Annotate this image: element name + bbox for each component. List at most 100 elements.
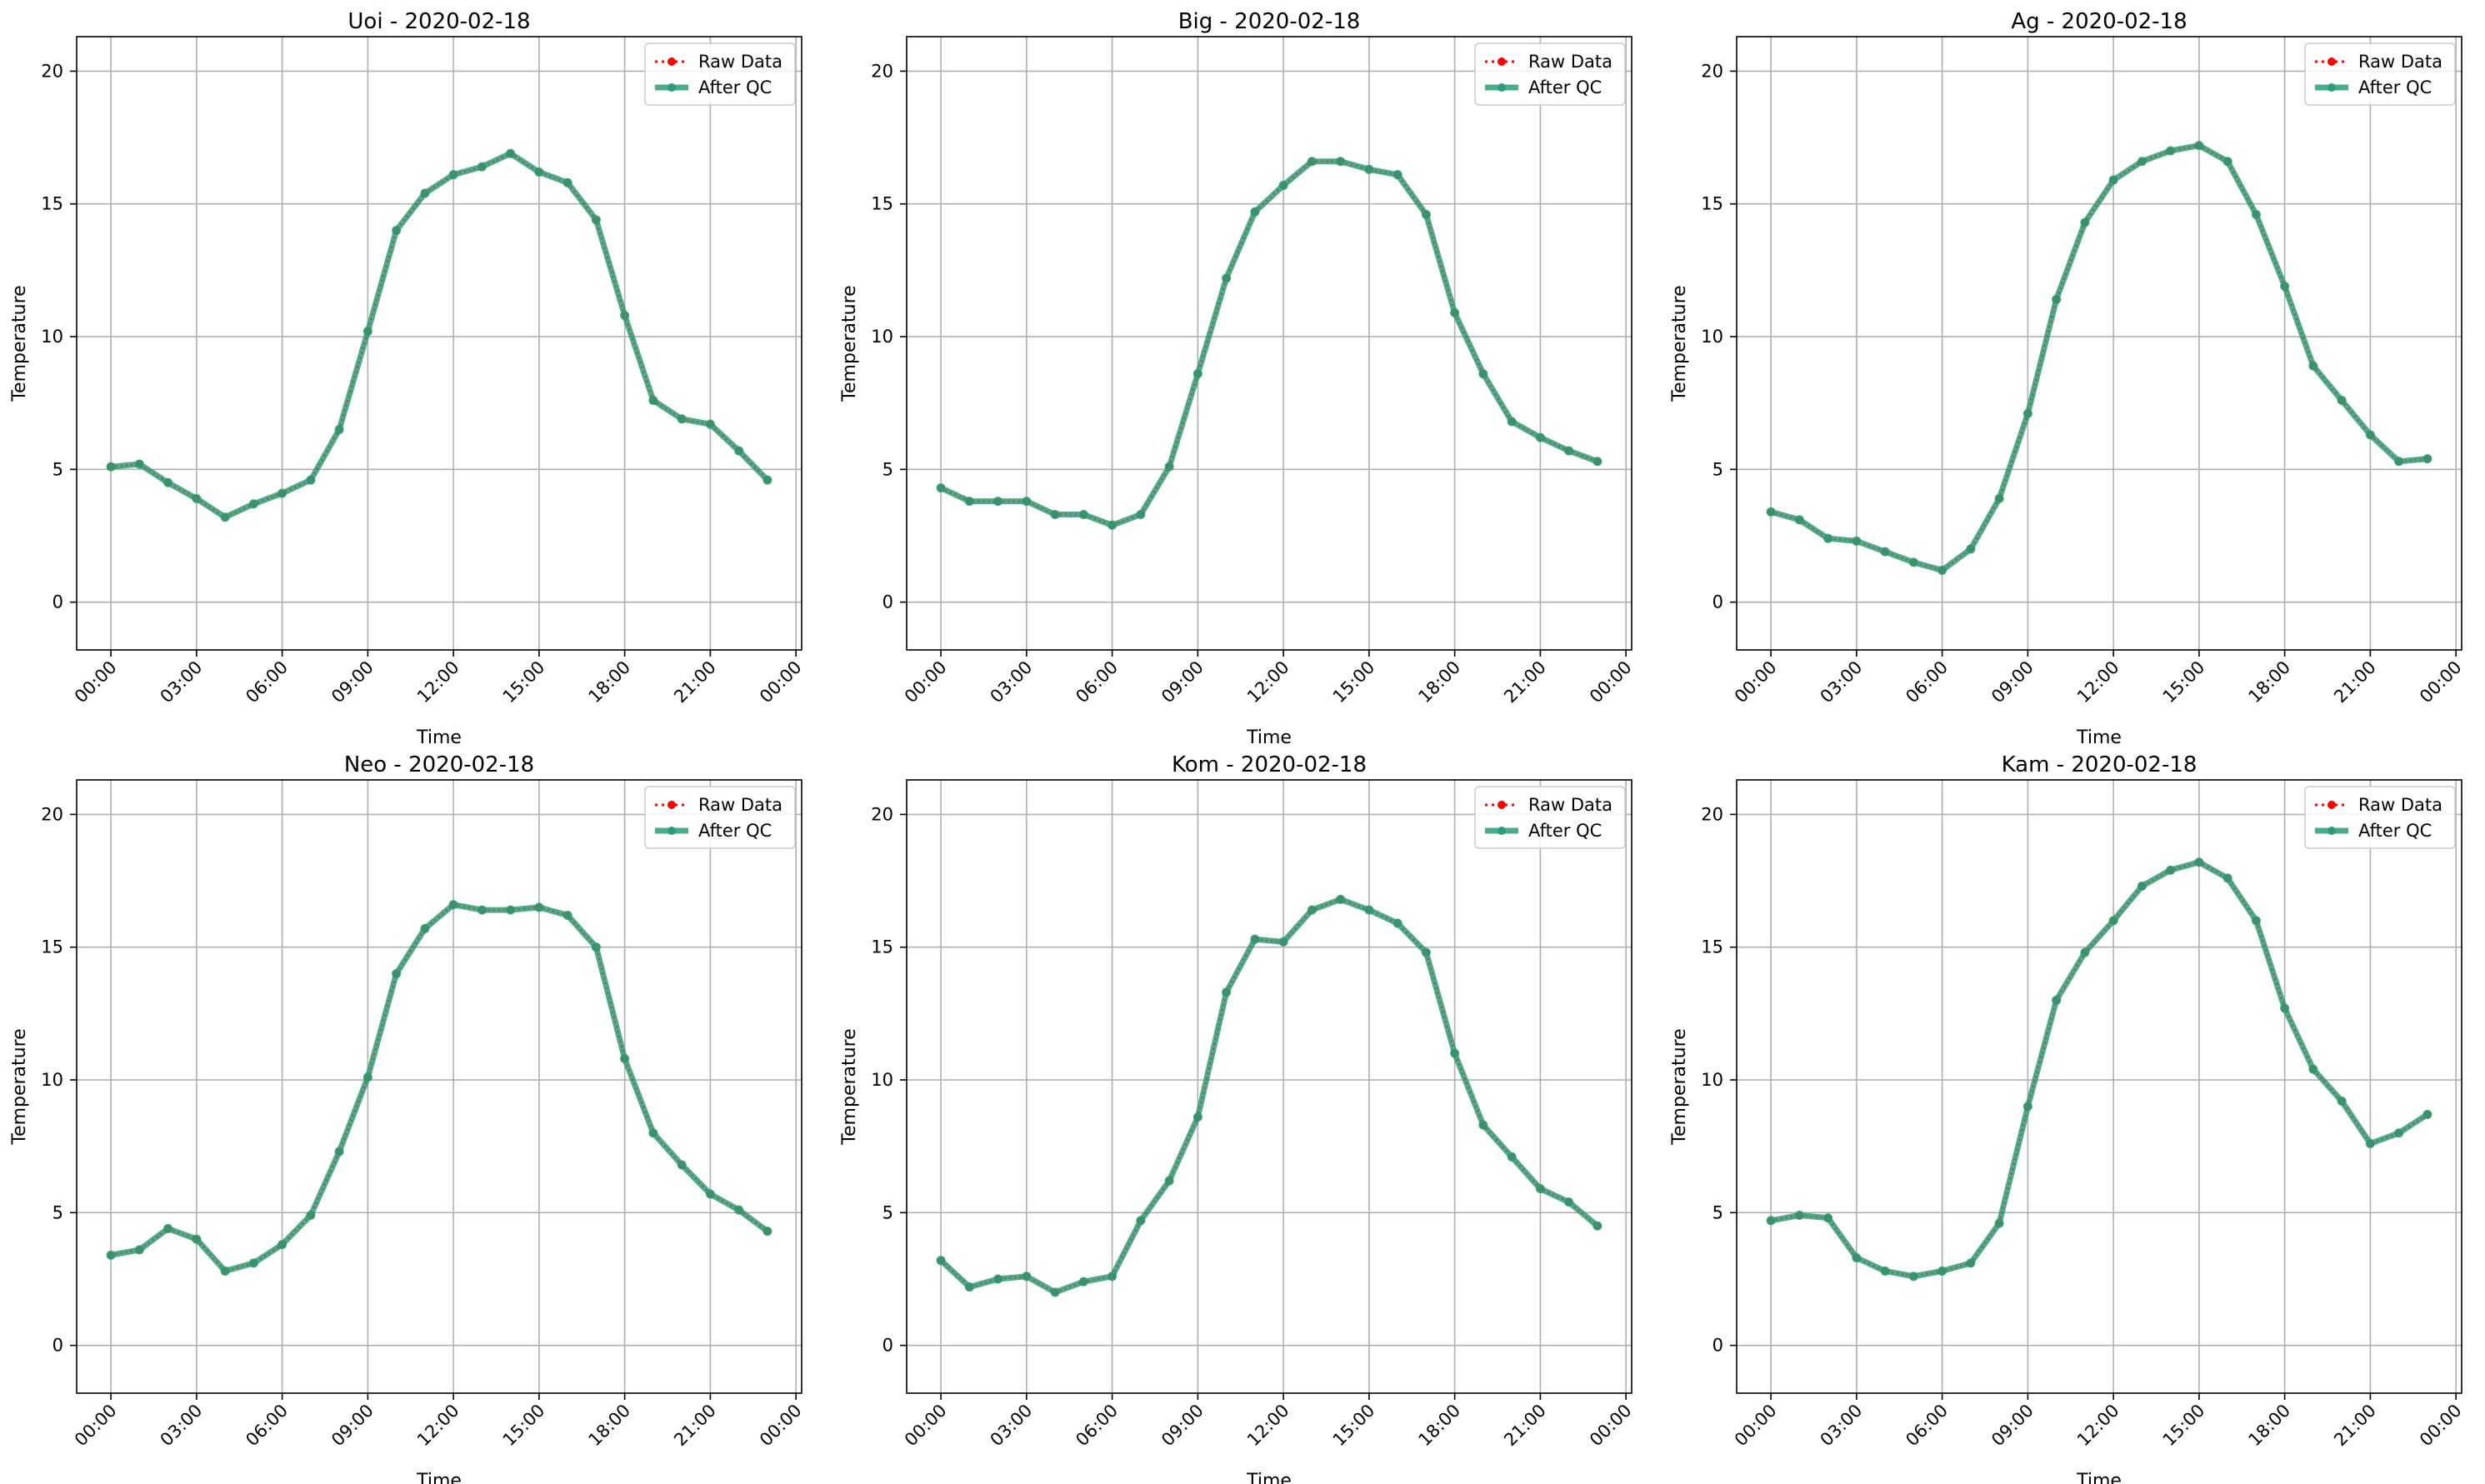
data-point-after-qc bbox=[1592, 457, 1602, 467]
x-tick-label: 00:00 bbox=[2416, 1401, 2466, 1451]
data-point-after-qc bbox=[420, 923, 430, 933]
y-tick-label: 0 bbox=[882, 1336, 893, 1356]
data-point-after-qc bbox=[306, 475, 316, 485]
data-point-after-qc bbox=[1507, 417, 1517, 427]
legend: Raw Data After QC bbox=[2304, 786, 2456, 849]
x-tick-label: 00:00 bbox=[756, 1401, 806, 1451]
data-point-after-qc bbox=[1421, 209, 1431, 219]
y-tick-label: 5 bbox=[1712, 1202, 1723, 1222]
data-point-after-qc bbox=[220, 512, 230, 522]
data-point-after-qc bbox=[1108, 1272, 1118, 1282]
data-point-after-qc bbox=[1278, 937, 1288, 947]
data-point-after-qc bbox=[2108, 916, 2118, 926]
data-point-after-qc bbox=[2080, 947, 2090, 957]
data-point-after-qc bbox=[1192, 1112, 1202, 1122]
x-axis-label: Time bbox=[2076, 727, 2122, 748]
subplot-6: 0 5 10 15 20 00:00 03:00 06:00 09:00 12:00 15:00 18… bbox=[1669, 752, 2466, 1484]
subplot-title: Neo - 2020-02-18 bbox=[344, 752, 534, 777]
data-point-after-qc bbox=[1564, 446, 1574, 456]
data-point-after-qc bbox=[2022, 408, 2032, 418]
y-axis-label: Temperature bbox=[9, 1028, 30, 1145]
legend-marker-raw-data bbox=[668, 57, 676, 66]
subplot-2: 0 5 10 15 20 00:00 03:00 06:00 09:00 12:00 15:00 18… bbox=[839, 9, 1636, 748]
data-point-after-qc bbox=[248, 1258, 258, 1268]
data-point-after-qc bbox=[477, 905, 487, 915]
data-point-after-qc bbox=[2251, 209, 2261, 219]
data-point-after-qc bbox=[1592, 1221, 1602, 1231]
subplot-1: 0 5 10 15 20 00:00 03:00 06:00 09:00 12:00 15:00 18… bbox=[9, 9, 806, 748]
y-tick-label: 5 bbox=[52, 1202, 63, 1222]
data-point-after-qc bbox=[648, 396, 658, 406]
data-point-after-qc bbox=[591, 215, 601, 225]
axes-frame bbox=[906, 36, 1632, 651]
data-point-after-qc bbox=[1421, 947, 1431, 957]
legend-marker-raw-data bbox=[668, 801, 676, 809]
x-tick-label: 09:00 bbox=[1158, 657, 1208, 707]
data-point-after-qc bbox=[2222, 873, 2232, 883]
data-point-after-qc bbox=[705, 1189, 715, 1199]
x-tick-label: 12:00 bbox=[2073, 657, 2123, 707]
data-point-after-qc bbox=[1278, 180, 1288, 190]
x-tick-label: 00:00 bbox=[71, 1401, 121, 1451]
x-tick-label: 06:00 bbox=[1072, 1401, 1122, 1451]
data-point-after-qc bbox=[106, 462, 116, 472]
x-tick-label: 06:00 bbox=[242, 657, 292, 707]
subplot-4: 0 5 10 15 20 00:00 03:00 06:00 09:00 12:00 15:00 18… bbox=[9, 752, 806, 1484]
data-point-after-qc bbox=[220, 1266, 230, 1276]
subplot-5: 0 5 10 15 20 00:00 03:00 06:00 09:00 12:00 15:00 18… bbox=[839, 752, 1636, 1484]
data-point-after-qc bbox=[334, 425, 344, 435]
data-point-after-qc bbox=[2137, 157, 2147, 167]
data-point-after-qc bbox=[534, 167, 544, 177]
legend: Raw Data After QC bbox=[1474, 42, 1626, 106]
x-tick-label: 06:00 bbox=[1902, 1401, 1952, 1451]
data-point-after-qc bbox=[1022, 1272, 1032, 1282]
data-point-after-qc bbox=[134, 459, 144, 469]
x-tick-label: 21:00 bbox=[670, 657, 720, 707]
y-axis-label: Temperature bbox=[839, 1028, 860, 1145]
data-point-after-qc bbox=[1794, 515, 1804, 525]
x-tick-label: 09:00 bbox=[1988, 657, 2038, 707]
data-point-after-qc bbox=[2394, 1128, 2404, 1138]
axes-frame bbox=[1736, 779, 2462, 1394]
data-point-after-qc bbox=[993, 497, 1003, 507]
y-tick-label: 20 bbox=[871, 804, 893, 824]
data-point-after-qc bbox=[1564, 1197, 1574, 1207]
data-point-after-qc bbox=[1192, 369, 1202, 379]
series-line-raw-data bbox=[1770, 861, 2428, 1277]
data-point-after-qc bbox=[1108, 520, 1118, 530]
data-point-after-qc bbox=[562, 910, 572, 920]
data-point-after-qc bbox=[2308, 361, 2318, 371]
data-point-after-qc bbox=[2222, 157, 2232, 167]
data-point-after-qc bbox=[1450, 1048, 1460, 1058]
y-tick-label: 15 bbox=[1701, 194, 1723, 214]
y-tick-label: 5 bbox=[882, 459, 893, 479]
plot-area bbox=[1737, 780, 2462, 1393]
data-point-after-qc bbox=[705, 419, 715, 429]
data-point-after-qc bbox=[1852, 1253, 1862, 1263]
y-tick-label: 0 bbox=[882, 592, 893, 612]
series-line-raw-data bbox=[110, 903, 768, 1272]
x-tick-label: 15:00 bbox=[2159, 1401, 2209, 1451]
data-point-after-qc bbox=[1852, 536, 1862, 546]
data-point-after-qc bbox=[2108, 175, 2118, 185]
y-axis-label: Temperature bbox=[1669, 1028, 1690, 1145]
axes-frame bbox=[76, 36, 802, 651]
data-point-after-qc bbox=[1364, 905, 1374, 915]
data-point-after-qc bbox=[534, 902, 544, 912]
data-point-after-qc bbox=[620, 311, 630, 321]
x-tick-label: 00:00 bbox=[1586, 1401, 1636, 1451]
data-point-after-qc bbox=[1078, 1277, 1088, 1287]
data-point-after-qc bbox=[1050, 510, 1060, 520]
data-point-after-qc bbox=[448, 170, 458, 180]
plot-area bbox=[907, 37, 1632, 650]
x-axis-label: Time bbox=[2076, 1471, 2122, 1484]
data-point-after-qc bbox=[2365, 1139, 2375, 1149]
x-tick-label: 12:00 bbox=[1243, 657, 1293, 707]
legend-label-raw-data: Raw Data bbox=[2358, 52, 2442, 72]
data-point-after-qc bbox=[2422, 1109, 2432, 1119]
y-tick-label: 10 bbox=[41, 327, 63, 347]
legend-label-after-qc: After QC bbox=[698, 77, 772, 97]
x-axis-label: Time bbox=[1246, 1471, 1292, 1484]
data-point-after-qc bbox=[1050, 1287, 1060, 1297]
legend-label-after-qc: After QC bbox=[2358, 77, 2432, 97]
